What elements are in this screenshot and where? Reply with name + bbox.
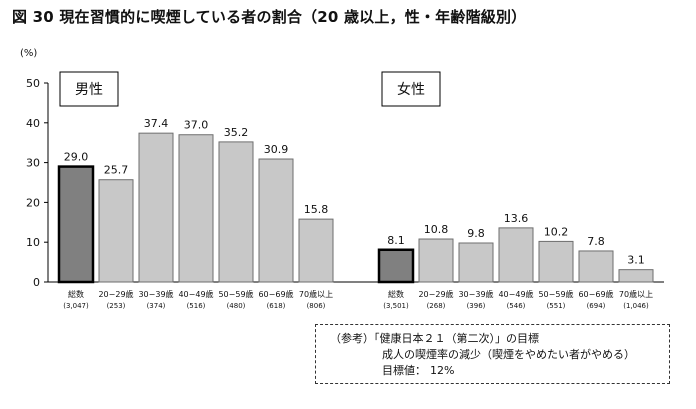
data-label: 8.1 [387, 234, 405, 247]
sample-size-label: (480) [227, 302, 246, 310]
data-label: 10.2 [544, 225, 569, 238]
y-tick-label: 0 [33, 276, 40, 289]
category-label: 総数 [388, 289, 404, 299]
sample-size-label: (516) [187, 302, 206, 310]
sample-size-label: (253) [107, 302, 126, 310]
note-heading: （参考）「健康日本２１（第二次）」の目標 [330, 332, 539, 345]
y-tick-label: 10 [26, 236, 40, 249]
y-tick-label: 40 [26, 117, 40, 130]
bar [258, 158, 294, 283]
group-label-box [381, 71, 441, 107]
bar-groups: 男性 29.0 総数 (3,047) 25.7 20−29歳 (253) 37.4 30−39歳… [57, 71, 654, 310]
bar [618, 269, 654, 283]
group-male: 男性 29.0 総数 (3,047) 25.7 20−29歳 (253) 37.4 30−39歳… [57, 71, 334, 310]
data-label: 29.0 [64, 151, 89, 164]
bar [578, 250, 614, 283]
data-label: 35.2 [224, 126, 249, 139]
category-label: 60−69歳 [578, 289, 613, 299]
sample-size-label: (1,046) [623, 302, 649, 310]
group-label-box [59, 71, 119, 107]
category-label: 70歳以上 [299, 289, 333, 299]
note-target-label: 目標値： [382, 364, 426, 377]
category-label: 20−29歳 [98, 289, 133, 299]
category-label: 50−59歳 [538, 289, 573, 299]
sample-size-label: (694) [587, 302, 606, 310]
sample-size-label: (3,501) [383, 302, 409, 310]
chart-title: 図 30 現在習慣的に喫煙している者の割合（20 歳以上，性・年齢階級別） [12, 8, 527, 26]
sample-size-label: (396) [467, 302, 486, 310]
category-label: 50−59歳 [218, 289, 253, 299]
category-label: 70歳以上 [619, 289, 653, 299]
bar [98, 179, 134, 283]
category-label: 40−49歳 [498, 289, 533, 299]
data-label: 9.8 [467, 227, 485, 240]
sample-size-label: (551) [547, 302, 566, 310]
note-target: 目標値： 12% [382, 363, 454, 379]
bar [298, 218, 334, 283]
category-label: 60−69歳 [258, 289, 293, 299]
bar-total [377, 248, 415, 284]
data-label: 15.8 [304, 203, 329, 216]
data-label: 37.0 [184, 119, 209, 132]
bar [218, 141, 254, 283]
group-label: 男性 [75, 82, 103, 98]
note-goal: 成人の喫煙率の減少（喫煙をやめたい者がやめる） [382, 348, 635, 361]
category-label: 総数 [68, 289, 84, 299]
y-tick-label: 30 [26, 157, 40, 170]
category-label: 40−49歳 [178, 289, 213, 299]
bar [458, 242, 494, 283]
note-target-value: 12% [430, 364, 455, 377]
bar [178, 134, 214, 283]
sample-size-label: (806) [307, 302, 326, 310]
bar [538, 240, 574, 283]
y-axis-unit: (%) [20, 48, 37, 59]
data-label: 7.8 [587, 235, 605, 248]
bar [498, 227, 534, 283]
data-label: 30.9 [264, 143, 289, 156]
data-label: 10.8 [424, 223, 449, 236]
category-label: 20−29歳 [418, 289, 453, 299]
bar [138, 132, 174, 283]
data-label: 13.6 [504, 212, 529, 225]
reference-note-box: （参考）「健康日本２１（第二次）」の目標 成人の喫煙率の減少（喫煙をやめたい者が… [315, 324, 670, 384]
sample-size-label: (268) [427, 302, 446, 310]
bar [418, 238, 454, 283]
group-label: 女性 [397, 81, 425, 98]
data-label: 3.1 [627, 254, 645, 267]
y-tick-label: 20 [26, 196, 40, 209]
bar-total [57, 165, 95, 284]
category-label: 30−39歳 [138, 289, 173, 299]
data-label: 37.4 [144, 117, 169, 130]
category-label: 30−39歳 [458, 289, 493, 299]
data-label: 25.7 [104, 164, 129, 177]
sample-size-label: (374) [147, 302, 166, 310]
sample-size-label: (618) [267, 302, 286, 310]
sample-size-label: (546) [507, 302, 526, 310]
y-tick-label: 50 [26, 77, 40, 90]
sample-size-label: (3,047) [63, 302, 89, 310]
group-female: 女性 8.1 総数 (3,501) 10.8 20−29歳 (268) 9.8 30−39歳 (3… [377, 71, 654, 310]
